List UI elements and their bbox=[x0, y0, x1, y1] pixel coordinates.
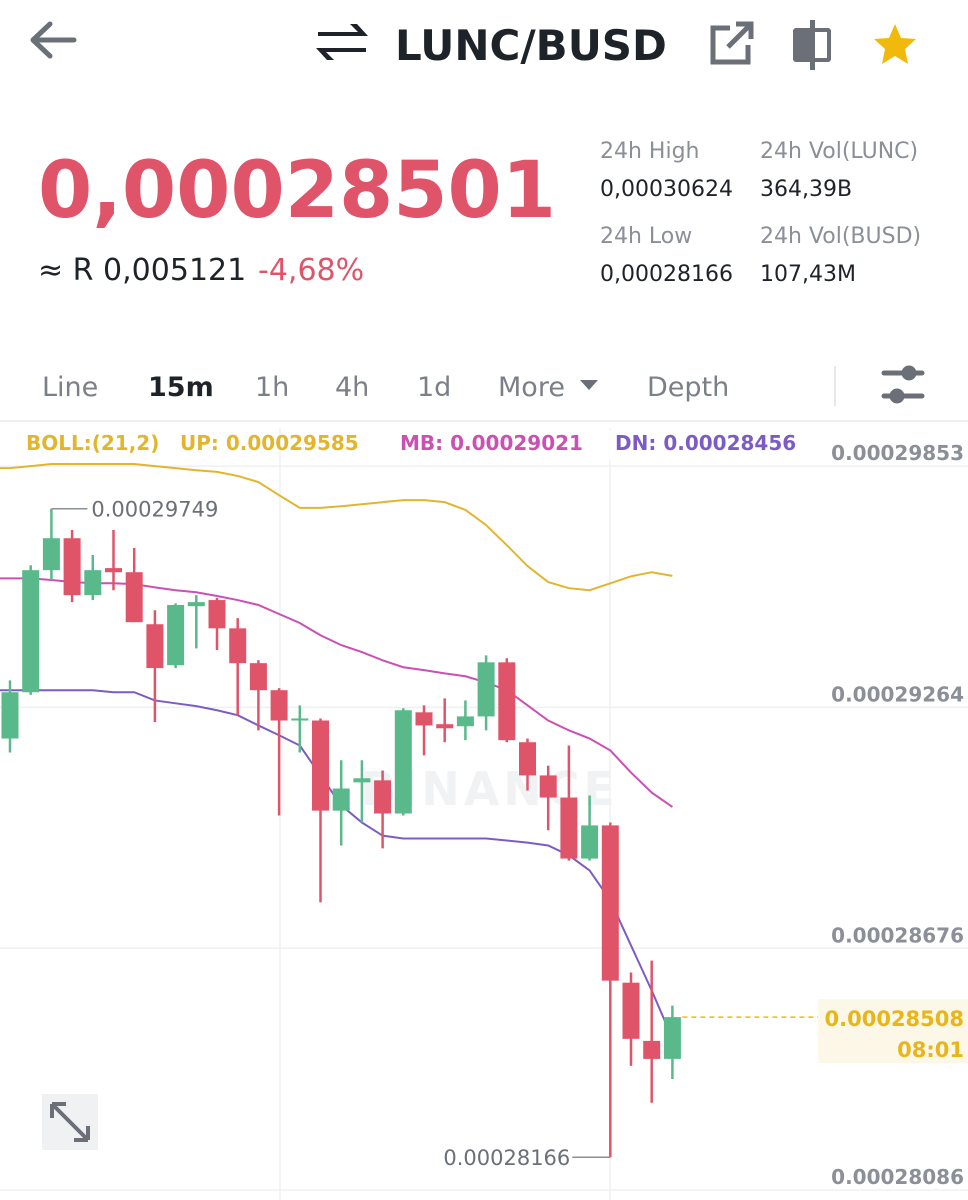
candle-body bbox=[84, 570, 102, 596]
candle-body bbox=[456, 716, 474, 727]
tab[interactable]: Depth bbox=[647, 372, 729, 403]
stat-value: 364,39B bbox=[760, 177, 852, 202]
boll-value: 0.00029585 bbox=[226, 431, 359, 455]
favorite-star[interactable] bbox=[874, 24, 916, 64]
tab[interactable]: 1h bbox=[255, 372, 289, 403]
expand-button[interactable] bbox=[42, 1094, 98, 1150]
settings-icon[interactable] bbox=[881, 365, 925, 404]
boll-name: UP: bbox=[180, 431, 219, 455]
last-price: 0,00028501 bbox=[38, 146, 556, 236]
legend-bg bbox=[604, 430, 814, 460]
stat-value: 0,00030624 bbox=[600, 177, 733, 202]
share-icon[interactable] bbox=[710, 21, 754, 65]
candle-body bbox=[394, 710, 412, 814]
candle-body bbox=[270, 690, 288, 721]
tab[interactable]: 1d bbox=[417, 372, 451, 403]
boll-line bbox=[0, 689, 674, 1039]
candle-body bbox=[498, 662, 516, 741]
candle-body bbox=[519, 742, 536, 776]
pair-title: LUNC/BUSD bbox=[395, 21, 667, 70]
stat-label: 24h Low bbox=[600, 224, 692, 249]
min-label: 0.00028166 bbox=[443, 1146, 570, 1170]
candle-body bbox=[312, 720, 329, 811]
stat-label: 24h Vol(LUNC) bbox=[760, 139, 918, 164]
boll-indicator: BOLL:(21,2) bbox=[26, 431, 159, 455]
stat-value: 107,43M bbox=[760, 262, 856, 287]
candle-body bbox=[1, 692, 19, 739]
y-tick-label: 0.00029853 bbox=[831, 441, 964, 465]
tab[interactable]: More bbox=[498, 372, 565, 403]
boll-legend: BOLL:(21,2) bbox=[26, 431, 159, 455]
candle-body bbox=[622, 982, 640, 1039]
candle-body bbox=[146, 624, 164, 669]
candle-body bbox=[415, 712, 433, 726]
candle-body bbox=[187, 602, 205, 607]
candle-body bbox=[663, 1017, 681, 1059]
stat-value: 0,00028166 bbox=[600, 262, 733, 287]
candle-body bbox=[249, 663, 267, 691]
boll-name: DN: bbox=[615, 431, 656, 455]
max-label: 0.00029749 bbox=[91, 498, 218, 522]
candle-body bbox=[374, 780, 392, 814]
candle-body bbox=[22, 570, 40, 693]
candle-body bbox=[167, 604, 185, 666]
candle-body bbox=[208, 600, 226, 629]
stat-label: 24h Vol(BUSD) bbox=[760, 224, 921, 249]
boll-legend-item: DN: 0.00028456 bbox=[615, 431, 796, 455]
boll-line bbox=[0, 463, 673, 592]
candle-body bbox=[291, 718, 309, 721]
stat-label: 24h High bbox=[600, 139, 700, 164]
boll-name: MB: bbox=[400, 431, 443, 455]
tab[interactable]: Line bbox=[42, 372, 98, 403]
boll-value: 0.00029021 bbox=[450, 431, 583, 455]
boll-legend-item: UP: 0.00029585 bbox=[180, 431, 359, 455]
candle-body bbox=[229, 628, 247, 664]
candle-body bbox=[353, 778, 371, 783]
candle-body bbox=[560, 797, 578, 859]
candle-body bbox=[643, 1040, 661, 1059]
swap-icon[interactable] bbox=[316, 24, 368, 60]
tab[interactable]: 15m bbox=[148, 372, 214, 403]
interval-tabs: Line 15m 1h 4h 1d More Depth bbox=[42, 372, 729, 403]
candlestick-chart: 0.00029853 0.00029264 0.00028676 0.00028086… bbox=[0, 428, 968, 1200]
y-tick-label: 0.00028086 bbox=[831, 1165, 964, 1189]
last-price-label: 0.00028508 bbox=[825, 1007, 964, 1031]
boll-legend-item: MB: 0.00029021 bbox=[400, 431, 583, 455]
candle-body bbox=[105, 568, 122, 573]
boll-line bbox=[0, 577, 673, 808]
candle-body bbox=[601, 825, 619, 981]
boll-value: 0.00028456 bbox=[663, 431, 796, 455]
candle-body bbox=[125, 572, 143, 623]
y-tick-label: 0.00029264 bbox=[831, 682, 964, 706]
stats: 24h High 0,00030624 24h Vol(LUNC) 364,39B 24… bbox=[600, 139, 921, 287]
split-icon[interactable] bbox=[793, 20, 831, 70]
candle-body bbox=[539, 775, 557, 798]
candle-body bbox=[436, 724, 454, 729]
price-change: -4,68% bbox=[258, 253, 364, 288]
back-button[interactable] bbox=[30, 21, 77, 59]
candle-body bbox=[332, 788, 350, 811]
more-caret bbox=[580, 380, 598, 390]
candle-body bbox=[581, 825, 599, 859]
y-tick-label: 0.00028676 bbox=[831, 923, 964, 947]
candle-body bbox=[477, 662, 495, 717]
candle-body bbox=[63, 538, 81, 596]
candle-body bbox=[42, 538, 60, 571]
countdown: 08:01 bbox=[897, 1038, 964, 1062]
tab[interactable]: 4h bbox=[335, 372, 369, 403]
last-price-box bbox=[818, 999, 968, 1064]
fiat-price: ≈ R 0,005121 bbox=[38, 253, 246, 288]
